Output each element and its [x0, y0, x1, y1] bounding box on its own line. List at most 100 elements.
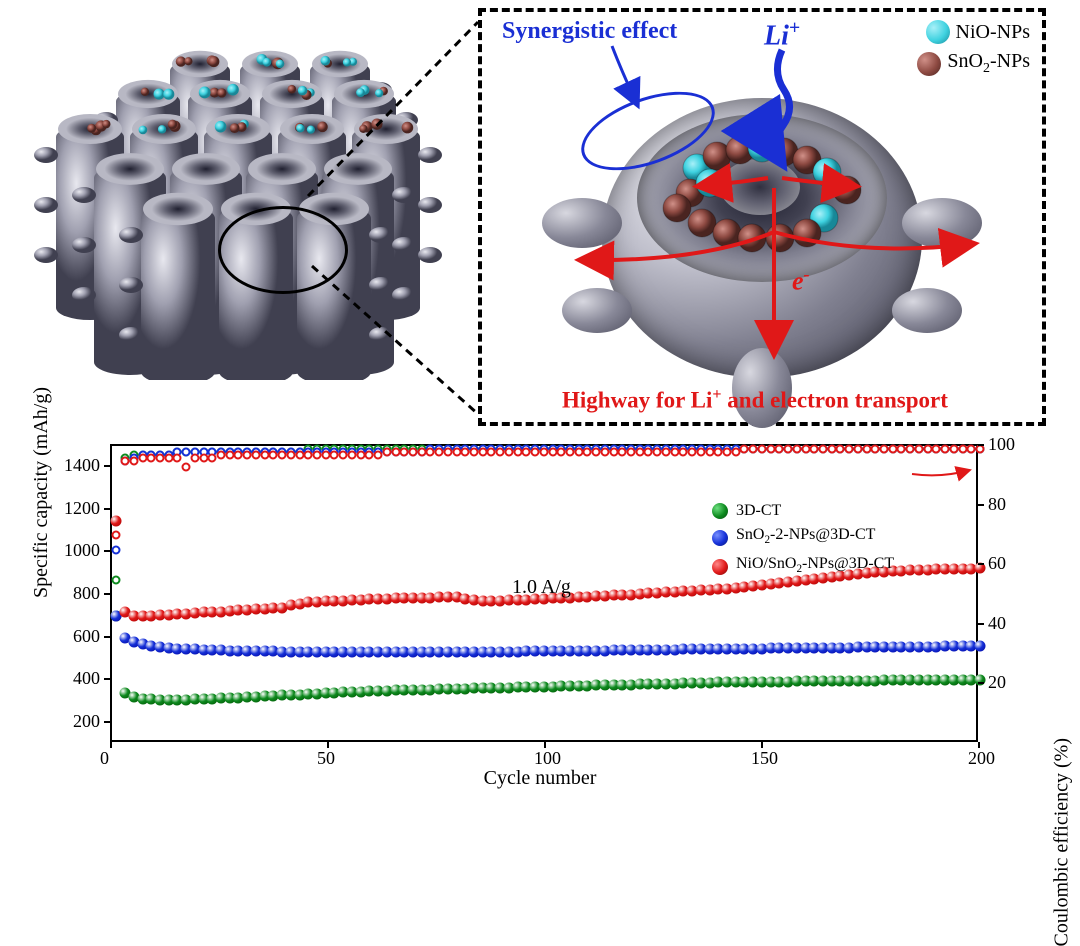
- data-point: [504, 447, 513, 456]
- data-point: [208, 453, 217, 462]
- data-point: [234, 450, 243, 459]
- legend-marker-icon: [712, 559, 728, 575]
- y-right-tick: [978, 682, 984, 684]
- data-point: [862, 444, 871, 453]
- x-tick-label: 50: [317, 748, 335, 769]
- legend-nio: NiO-NPs: [926, 20, 1030, 44]
- data-point: [792, 444, 801, 453]
- nio-sphere-icon: [926, 20, 950, 44]
- data-point: [932, 444, 941, 453]
- y-left-tick: [104, 550, 110, 552]
- y-left-tick-label: 200: [73, 711, 100, 732]
- data-point: [435, 447, 444, 456]
- y-left-tick-label: 1400: [64, 455, 100, 476]
- data-point: [818, 444, 827, 453]
- y-left-tick-label: 1200: [64, 498, 100, 519]
- y-right-tick-label: 60: [988, 553, 1006, 574]
- zoom-source-circle: [218, 206, 348, 294]
- data-point: [635, 447, 644, 456]
- y-right-axis-label: Coulombic efficiency (%): [1050, 738, 1073, 946]
- data-point: [321, 450, 330, 459]
- y-right-tick: [978, 623, 984, 625]
- highway-label: Highway for Li+ and electron transport: [562, 386, 948, 414]
- data-point: [679, 447, 688, 456]
- legend-nio-label: NiO-NPs: [956, 21, 1030, 44]
- synergistic-label: Synergistic effect: [502, 18, 677, 45]
- data-point: [958, 444, 967, 453]
- cycling-chart: Specific capacity (mAh/g) Coulombic effi…: [34, 438, 1046, 788]
- data-point: [897, 444, 906, 453]
- legend-marker-icon: [712, 530, 728, 546]
- data-point: [470, 447, 479, 456]
- data-point: [853, 444, 862, 453]
- data-point: [574, 447, 583, 456]
- y-right-tick-label: 100: [988, 434, 1015, 455]
- data-point: [173, 453, 182, 462]
- data-point: [714, 447, 723, 456]
- data-point: [286, 450, 295, 459]
- data-point: [147, 453, 156, 462]
- data-point: [705, 447, 714, 456]
- data-point: [347, 450, 356, 459]
- data-point: [443, 447, 452, 456]
- data-point: [155, 453, 164, 462]
- data-point: [121, 456, 130, 465]
- y-left-axis-label: Specific capacity (mAh/g): [30, 387, 53, 598]
- x-tick: [110, 742, 112, 748]
- data-point: [452, 447, 461, 456]
- y-left-tick: [104, 508, 110, 510]
- data-point: [723, 447, 732, 456]
- data-point: [670, 447, 679, 456]
- data-point: [696, 447, 705, 456]
- data-point: [382, 447, 391, 456]
- data-point: [408, 447, 417, 456]
- plot-box: 1.0 A/g 3D-CT SnO2-2-NPs@3D-CT NiO/SnO2-…: [110, 444, 978, 742]
- data-point: [845, 444, 854, 453]
- data-point: [365, 450, 374, 459]
- data-point: [417, 447, 426, 456]
- data-point: [557, 447, 566, 456]
- data-point: [112, 546, 121, 555]
- data-point: [225, 450, 234, 459]
- data-point: [583, 447, 592, 456]
- data-point: [531, 447, 540, 456]
- y-left-tick: [104, 721, 110, 723]
- data-point: [164, 453, 173, 462]
- chart-legend: 3D-CT SnO2-2-NPs@3D-CT NiO/SnO2-NPs@3D-C…: [712, 500, 894, 582]
- data-point: [688, 447, 697, 456]
- data-point: [801, 444, 810, 453]
- x-axis-label: Cycle number: [484, 767, 597, 790]
- data-point: [600, 447, 609, 456]
- data-point: [199, 453, 208, 462]
- li-ion-label: Li+: [764, 18, 800, 52]
- data-point: [810, 444, 819, 453]
- data-point: [827, 444, 836, 453]
- data-point: [182, 447, 191, 456]
- data-point: [548, 447, 557, 456]
- data-point: [766, 444, 775, 453]
- rate-label: 1.0 A/g: [512, 576, 571, 599]
- x-tick-label: 150: [751, 748, 778, 769]
- y-left-tick-label: 600: [73, 626, 100, 647]
- legend-marker-icon: [712, 503, 728, 519]
- data-point: [880, 444, 889, 453]
- data-point: [967, 444, 976, 453]
- legend-row-3dct: 3D-CT: [712, 500, 894, 522]
- x-tick-label: 100: [534, 748, 561, 769]
- y-right-tick-label: 40: [988, 613, 1006, 634]
- data-point: [836, 444, 845, 453]
- data-point: [513, 447, 522, 456]
- data-point: [923, 444, 932, 453]
- data-point: [339, 450, 348, 459]
- data-point: [661, 447, 670, 456]
- data-point: [941, 444, 950, 453]
- y-left-tick-label: 800: [73, 583, 100, 604]
- y-right-tick: [978, 444, 984, 446]
- y-left-tick: [104, 678, 110, 680]
- y-right-tick-label: 20: [988, 672, 1006, 693]
- diagram-panel: NiO-NPs SnO2-NPs Synergistic effect Li+: [0, 0, 1080, 430]
- data-point: [374, 450, 383, 459]
- data-point: [138, 453, 147, 462]
- data-point: [609, 447, 618, 456]
- sno2-sphere-icon: [917, 52, 941, 76]
